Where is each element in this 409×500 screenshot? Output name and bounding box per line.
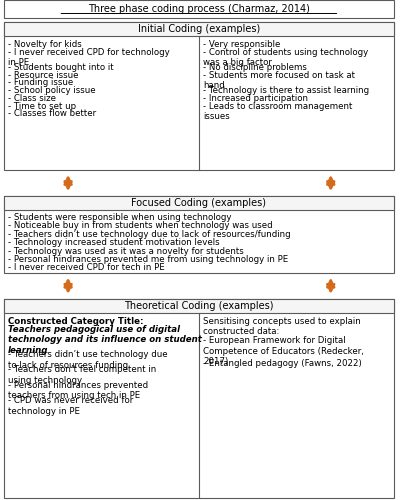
Text: - School policy issue: - School policy issue (8, 86, 95, 95)
Text: - No discipline problems: - No discipline problems (203, 63, 307, 72)
Text: - Leads to classroom management
issues: - Leads to classroom management issues (203, 102, 353, 121)
Text: - Students were responsible when using technology: - Students were responsible when using t… (8, 213, 231, 222)
FancyBboxPatch shape (4, 299, 394, 313)
Text: - I never received CPD for tech in PE: - I never received CPD for tech in PE (8, 264, 164, 272)
Text: Theoretical Coding (examples): Theoretical Coding (examples) (124, 301, 274, 311)
Text: - Teachers didn’t use technology due to lack of resources/funding: - Teachers didn’t use technology due to … (8, 230, 290, 239)
Text: Constructed Category Title:: Constructed Category Title: (8, 317, 143, 326)
Text: - CPD was never received for
technology in PE: - CPD was never received for technology … (8, 396, 133, 415)
Text: Initial Coding (examples): Initial Coding (examples) (138, 24, 260, 34)
Text: Teachers pedagogical use of digital
technology and its influence on student
lear: Teachers pedagogical use of digital tech… (8, 325, 202, 355)
Text: - Technology is there to assist learning: - Technology is there to assist learning (203, 86, 369, 95)
FancyBboxPatch shape (4, 22, 394, 170)
Text: - Technology increased student motivation levels: - Technology increased student motivatio… (8, 238, 219, 247)
FancyBboxPatch shape (4, 196, 394, 210)
Text: - Increased participation: - Increased participation (203, 94, 308, 103)
Text: - Class size: - Class size (8, 94, 56, 103)
Text: Focused Coding (examples): Focused Coding (examples) (131, 198, 266, 208)
FancyBboxPatch shape (4, 196, 394, 273)
Text: - I never received CPD for technology
in PE: - I never received CPD for technology in… (8, 48, 170, 67)
Text: - Classes flow better: - Classes flow better (8, 110, 96, 118)
FancyBboxPatch shape (4, 22, 394, 36)
Text: - Personal hindrances prevented
teachers from using tech in PE: - Personal hindrances prevented teachers… (8, 381, 148, 400)
Text: - Control of students using technology
was a big factor: - Control of students using technology w… (203, 48, 369, 67)
Text: - Teachers didn’t use technology due
to lack of resources funding: - Teachers didn’t use technology due to … (8, 350, 167, 370)
Text: - Students more focused on task at
hand: - Students more focused on task at hand (203, 71, 355, 90)
Text: Sensitising concepts used to explain
constructed data:: Sensitising concepts used to explain con… (203, 317, 361, 336)
Text: - Technology was used as it was a novelty for students: - Technology was used as it was a novelt… (8, 246, 243, 256)
Text: - Teachers don’t feel competent in
using technology: - Teachers don’t feel competent in using… (8, 366, 156, 385)
Text: - Noticeable buy in from students when technology was used: - Noticeable buy in from students when t… (8, 222, 272, 230)
Text: - Students bought into it: - Students bought into it (8, 63, 113, 72)
Text: - Funding issue: - Funding issue (8, 78, 73, 88)
Text: - Personal hindrances prevented me from using technology in PE: - Personal hindrances prevented me from … (8, 255, 288, 264)
Text: - Very responsible: - Very responsible (203, 40, 281, 49)
Text: - European Framework for Digital
Competence of Educators (Redecker,
2017): - European Framework for Digital Compete… (203, 336, 364, 366)
Text: Three phase coding process (Charmaz, 2014): Three phase coding process (Charmaz, 201… (88, 4, 310, 14)
Text: - Novelty for kids: - Novelty for kids (8, 40, 81, 49)
Text: - Resource issue: - Resource issue (8, 71, 78, 80)
Text: - Entangled pedagogy (Fawns, 2022): - Entangled pedagogy (Fawns, 2022) (203, 360, 362, 368)
FancyBboxPatch shape (4, 0, 394, 18)
Text: - Time to set up: - Time to set up (8, 102, 76, 110)
FancyBboxPatch shape (4, 299, 394, 498)
